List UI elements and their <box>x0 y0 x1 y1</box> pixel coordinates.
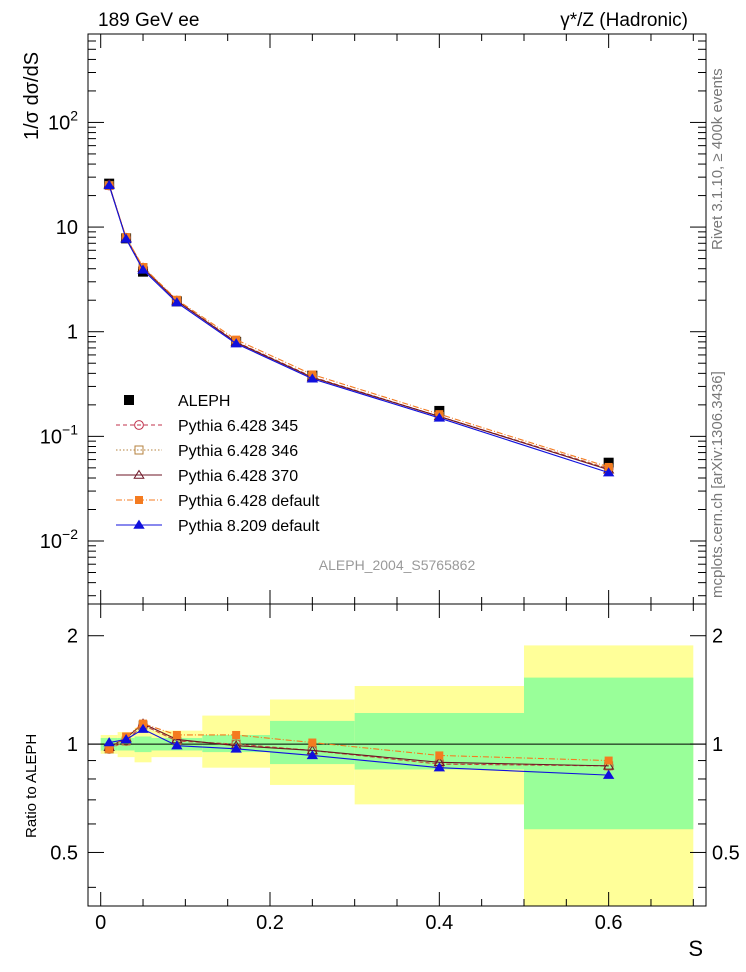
ratio-point-4 <box>433 762 446 772</box>
analysis-label: ALEPH_2004_S5765862 <box>319 557 476 573</box>
mcplots-label: mcplots.cern.ch [arXiv:1306.3436] <box>709 371 726 598</box>
ratio-point-3 <box>308 738 317 747</box>
series-point-4 <box>171 297 183 307</box>
legend-label-aleph: ALEPH <box>178 393 230 410</box>
ratio-point-2 <box>602 760 615 770</box>
ratio-y-tick-label-left: 0.5 <box>50 842 78 864</box>
series-point-4 <box>137 264 149 274</box>
legend-marker-2 <box>133 469 145 479</box>
ratio-point-4 <box>306 750 319 760</box>
series-point-4 <box>602 467 615 477</box>
x-tick-label: 0.2 <box>256 912 284 934</box>
main-y-tick-label: 1 <box>67 322 78 344</box>
legend: ALEPH Pythia 6.428 345 Pythia 6.428 346 Pyt… <box>116 393 320 535</box>
series-point-4 <box>433 412 446 422</box>
ratio-line-4 <box>109 728 609 776</box>
ratio-point-4 <box>230 743 242 753</box>
ratio-point-3 <box>105 744 114 753</box>
ratio-band-green <box>354 713 524 770</box>
x-tick-label: 0 <box>95 912 106 934</box>
series-point-4 <box>103 180 115 190</box>
ratio-point-3 <box>172 730 181 739</box>
series-point-4 <box>230 338 242 348</box>
legend-label-4: Pythia 8.209 default <box>178 518 320 535</box>
data-point-aleph <box>603 457 614 468</box>
ratio-ylabel: Ratio to ALEPH <box>23 734 40 838</box>
series-line-4 <box>108 185 609 474</box>
ratio-y-tick-label-left: 2 <box>67 626 78 648</box>
ratio-point-4 <box>602 769 615 779</box>
main-ylabel: 1/σ dσ/dS <box>21 52 43 140</box>
ratio-point-3 <box>139 719 148 728</box>
ratio-point-4 <box>137 723 149 733</box>
ratio-point-3 <box>435 751 444 760</box>
ratio-y-tick-label-right: 0.5 <box>712 842 740 864</box>
main-y-tick-label: 10−2 <box>40 526 78 553</box>
legend-marker-4 <box>133 519 145 529</box>
legend-marker-0 <box>134 420 144 430</box>
legend-marker-1 <box>134 445 144 455</box>
series-point-3 <box>604 462 613 471</box>
ratio-point-4 <box>120 734 132 744</box>
series-point-4 <box>306 373 319 383</box>
legend-label-2: Pythia 6.428 370 <box>178 468 298 485</box>
ratio-point-3 <box>232 730 241 739</box>
ratio-y-tick-label-left: 1 <box>67 734 78 756</box>
ratio-point-3 <box>604 756 613 765</box>
rivet-label: Rivet 3.1.10, ≥ 400k events <box>709 68 726 250</box>
x-axis-label: S <box>688 936 703 961</box>
legend-marker-aleph <box>124 395 134 405</box>
main-y-tick-label: 102 <box>48 107 78 134</box>
main-y-tick-label: 10−1 <box>40 421 78 448</box>
legend-marker-3 <box>135 496 143 504</box>
ratio-point-4 <box>171 740 183 750</box>
legend-label-3: Pythia 6.428 default <box>178 493 320 510</box>
ratio-band-green <box>523 677 694 830</box>
series-point-4 <box>120 233 132 243</box>
ratio-point-4 <box>103 737 115 747</box>
ratio-y-tick-label-right: 2 <box>712 626 723 648</box>
chart-title: 189 GeV ee <box>98 10 199 31</box>
ratio-y-tick-label-right: 1 <box>712 734 723 756</box>
chart-subtitle: γ*/Z (Hadronic) <box>560 10 688 31</box>
x-tick-label: 0.4 <box>425 912 453 934</box>
x-tick-label: 0.6 <box>595 912 623 934</box>
legend-label-0: Pythia 6.428 345 <box>178 418 298 435</box>
legend-label-1: Pythia 6.428 346 <box>178 443 298 460</box>
main-y-tick-label: 10 <box>56 217 78 239</box>
